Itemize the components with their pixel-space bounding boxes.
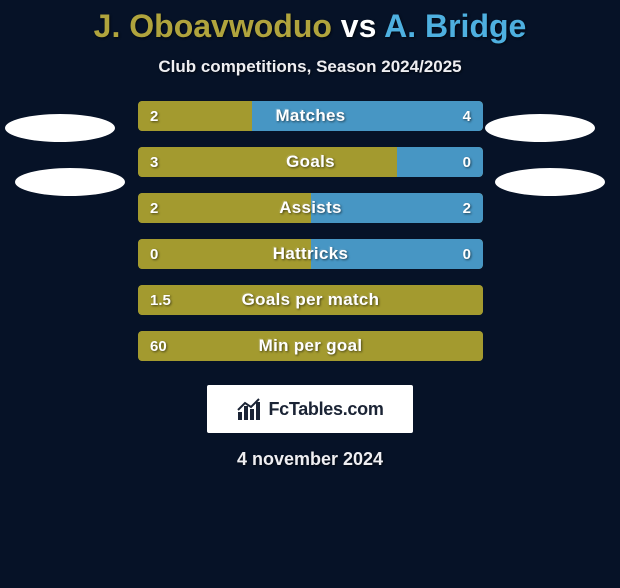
decorative-ellipse-right-1 (485, 114, 595, 142)
bar-right-segment (311, 239, 484, 269)
date-label: 4 november 2024 (0, 449, 620, 470)
bar-left-segment (138, 193, 311, 223)
page-title: J. Oboavwoduo vs A. Bridge (0, 8, 620, 45)
bars-container: 24Matches 30Goals 22Assists 00Hattricks 1.5G… (138, 101, 483, 377)
bar-row: 30Goals (138, 147, 483, 177)
title-right-name: A. Bridge (384, 8, 526, 44)
bar-left-segment (138, 147, 397, 177)
bar-right-segment (311, 193, 484, 223)
title-left-name: J. Oboavwoduo (94, 8, 332, 44)
bar-left-segment (138, 239, 311, 269)
logo-chart-icon (236, 396, 262, 422)
decorative-ellipse-right-2 (495, 168, 605, 196)
title-separator: vs (332, 8, 384, 44)
bar-right-segment (397, 147, 483, 177)
decorative-ellipse-left-2 (15, 168, 125, 196)
bar-left-segment (138, 101, 252, 131)
bar-right-segment (252, 101, 483, 131)
logo-box: FcTables.com (207, 385, 413, 433)
bar-left-segment (138, 285, 483, 315)
bar-row: 22Assists (138, 193, 483, 223)
bar-row: 1.5Goals per match (138, 285, 483, 315)
bar-row: 00Hattricks (138, 239, 483, 269)
bar-row: 60Min per goal (138, 331, 483, 361)
logo-text: FcTables.com (268, 399, 383, 420)
bar-row: 24Matches (138, 101, 483, 131)
decorative-ellipse-left-1 (5, 114, 115, 142)
bar-left-segment (138, 331, 483, 361)
comparison-chart: 24Matches 30Goals 22Assists 00Hattricks 1.5G… (0, 101, 620, 371)
subtitle: Club competitions, Season 2024/2025 (0, 57, 620, 77)
